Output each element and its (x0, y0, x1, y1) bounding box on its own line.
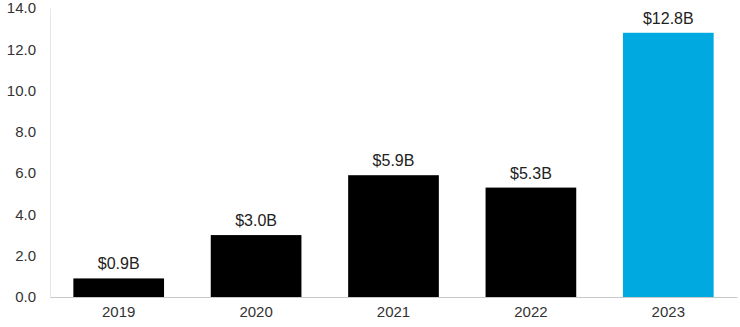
y-tick: 14.0 (7, 0, 50, 16)
bar (211, 235, 302, 297)
x-tick: 2021 (377, 297, 410, 320)
x-tick-label: 2023 (652, 303, 685, 320)
bar (486, 188, 577, 297)
plot: 0.02.04.06.08.010.012.014.02019202020212… (7, 0, 738, 320)
y-tick-label: 2.0 (15, 247, 36, 264)
y-tick-label: 0.0 (15, 288, 36, 305)
data-label: $3.0B (235, 212, 277, 229)
x-axis: 2019 2020 2021 2022 2023 (51, 297, 738, 320)
y-tick: 12.0 (7, 41, 50, 58)
y-tick: 10.0 (7, 82, 50, 99)
y-tick: 4.0 (15, 206, 50, 223)
x-tick: 2022 (514, 297, 547, 320)
bar (623, 33, 714, 297)
y-tick-label: 12.0 (7, 41, 36, 58)
bars (73, 33, 713, 297)
y-axis: 0.0 2.0 4.0 6.0 8.0 10.0 12.0 14.0 (7, 0, 51, 305)
y-tick-label: 6.0 (15, 164, 36, 181)
y-tick: 0.0 (15, 288, 50, 305)
x-axis-line (51, 297, 738, 298)
y-tick-label: 14.0 (7, 0, 36, 16)
data-label: $12.8B (643, 10, 694, 27)
chart: 0.02.04.06.08.010.012.014.02019202020212… (0, 0, 740, 327)
y-axis-line (50, 9, 51, 298)
x-tick: 2019 (102, 297, 135, 320)
y-tick-label: 4.0 (15, 206, 36, 223)
data-labels: $0.9B $3.0B $5.9B $5.3B $12.8B (98, 10, 694, 273)
data-label: $5.9B (373, 152, 415, 169)
data-label: $5.3B (510, 165, 552, 182)
x-tick: 2020 (239, 297, 272, 320)
y-tick: 6.0 (15, 164, 50, 181)
x-tick: 2023 (652, 297, 685, 320)
bar (73, 278, 164, 297)
y-tick: 8.0 (15, 123, 50, 140)
data-label: $0.9B (98, 255, 140, 272)
y-tick-label: 10.0 (7, 82, 36, 99)
x-tick-label: 2019 (102, 303, 135, 320)
y-tick-label: 8.0 (15, 123, 36, 140)
x-tick-label: 2020 (239, 303, 272, 320)
y-tick: 2.0 (15, 247, 50, 264)
x-tick-label: 2022 (514, 303, 547, 320)
bar (348, 175, 439, 297)
x-tick-label: 2021 (377, 303, 410, 320)
